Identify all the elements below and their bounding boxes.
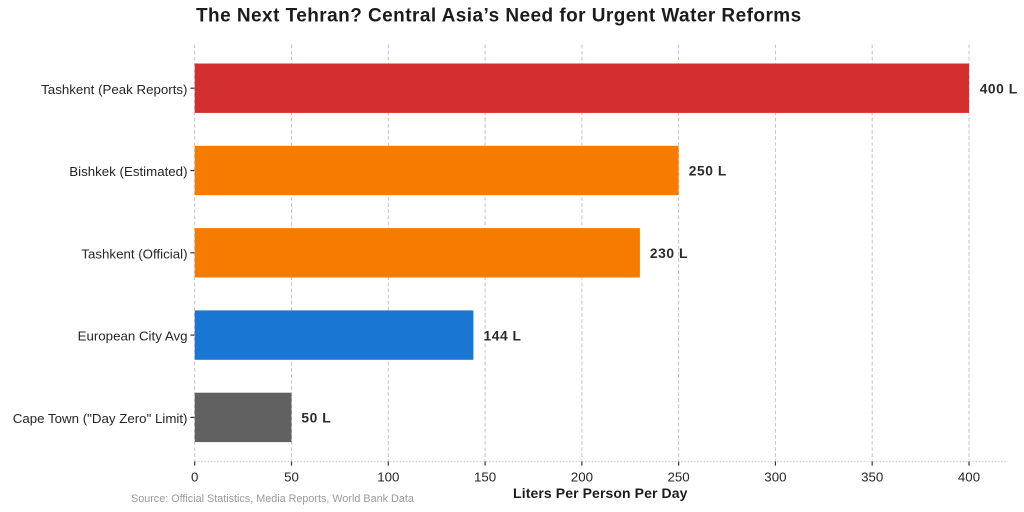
svg-text:Liters Per Person Per Day: Liters Per Person Per Day [513, 485, 688, 501]
svg-text:Cape Town ("Day Zero" Limit): Cape Town ("Day Zero" Limit) [13, 411, 188, 426]
svg-text:European City Avg: European City Avg [78, 329, 188, 344]
svg-text:0: 0 [191, 469, 198, 484]
svg-text:400 L: 400 L [980, 81, 1018, 96]
svg-text:250: 250 [668, 469, 690, 484]
svg-text:400: 400 [958, 469, 980, 484]
svg-text:200: 200 [571, 469, 593, 484]
svg-text:Tashkent (Peak Reports): Tashkent (Peak Reports) [41, 82, 187, 97]
svg-text:144 L: 144 L [484, 328, 522, 343]
svg-text:350: 350 [861, 469, 883, 484]
svg-text:230 L: 230 L [650, 246, 688, 261]
svg-text:300: 300 [764, 469, 786, 484]
svg-text:Bishkek (Estimated): Bishkek (Estimated) [69, 164, 187, 179]
svg-text:50 L: 50 L [301, 411, 331, 426]
svg-text:The Next Tehran? Central Asia’: The Next Tehran? Central Asia’s Need for… [196, 6, 802, 27]
svg-text:150: 150 [474, 469, 496, 484]
svg-text:100: 100 [377, 469, 399, 484]
svg-text:Source: Official Statistics, M: Source: Official Statistics, Media Repor… [131, 493, 414, 505]
svg-text:Tashkent (Official): Tashkent (Official) [81, 246, 187, 261]
svg-text:250 L: 250 L [689, 164, 727, 179]
svg-text:50: 50 [284, 469, 299, 484]
